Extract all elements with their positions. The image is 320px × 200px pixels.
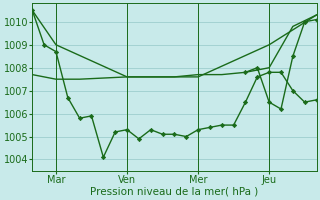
X-axis label: Pression niveau de la mer( hPa ): Pression niveau de la mer( hPa ): [90, 187, 259, 197]
